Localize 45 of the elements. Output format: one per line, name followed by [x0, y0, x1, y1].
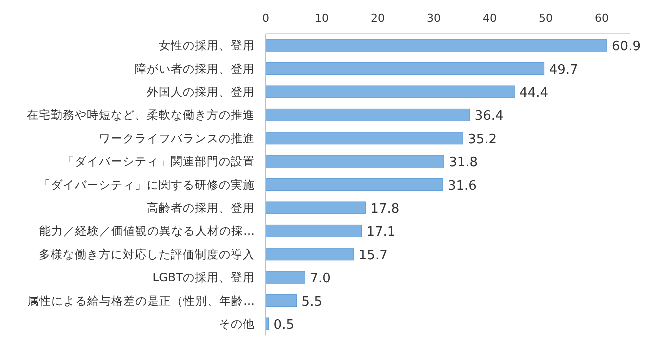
- bar: [266, 294, 298, 308]
- bar: [266, 271, 306, 284]
- y-tick-label: 高齢者の採用、登用: [147, 201, 255, 215]
- x-tick-label: 10: [315, 12, 329, 25]
- data-label: 31.6: [448, 178, 477, 194]
- bar: [266, 39, 608, 52]
- x-tick-label: 30: [427, 12, 441, 25]
- bar: [266, 248, 354, 261]
- bar: [266, 132, 464, 145]
- y-tick-label: 属性による給与格差の是正（性別、年齢…: [28, 294, 255, 308]
- data-label: 49.7: [549, 62, 578, 78]
- data-label: 35.2: [468, 132, 498, 148]
- y-tick-label: 「ダイバーシティ」に関する研修の実施: [39, 178, 255, 192]
- data-label: 17.1: [366, 225, 396, 240]
- x-tick-label: 50: [539, 12, 553, 25]
- data-label: 60.9: [612, 40, 641, 55]
- y-tick-label: 障がい者の採用、登用: [135, 62, 255, 76]
- data-label: 0.5: [274, 318, 294, 333]
- y-tick-label: 多様な働き方に対応した評価制度の導入: [39, 247, 255, 262]
- data-label: 31.8: [449, 156, 478, 171]
- x-tick-label: 0: [262, 12, 270, 25]
- y-tick-label: 能力／経験／価値観の異なる人材の採…: [40, 224, 255, 238]
- y-tick-label: 在宅勤務や時短など、柔軟な働き方の推進: [27, 108, 255, 122]
- x-tick-label: 60: [595, 12, 609, 25]
- y-tick-label: 外国人の採用、登用: [147, 85, 255, 99]
- bar: [266, 155, 444, 168]
- data-label: 7.0: [310, 272, 331, 287]
- y-tick-label: ワークライフバランスの推進: [99, 131, 255, 146]
- data-label: 44.4: [520, 86, 549, 101]
- bar: [266, 178, 444, 192]
- data-label: 15.7: [358, 248, 388, 264]
- x-tick-label: 40: [483, 12, 497, 25]
- data-label: 17.8: [370, 202, 400, 217]
- y-tick-label: その他: [219, 317, 255, 331]
- data-label: 36.4: [474, 109, 504, 124]
- y-tick-label: LGBTの採用、登用: [152, 270, 255, 285]
- bar: [266, 224, 362, 238]
- y-tick-label: 女性の採用、登用: [159, 38, 255, 53]
- bar: [266, 62, 545, 76]
- bar: [266, 108, 470, 122]
- x-tick-label: 20: [371, 12, 385, 25]
- bar: [266, 86, 515, 98]
- bar: [266, 202, 366, 214]
- y-tick-label: 「ダイバーシティ」関連部門の設置: [63, 154, 255, 169]
- data-label: 5.5: [302, 294, 322, 310]
